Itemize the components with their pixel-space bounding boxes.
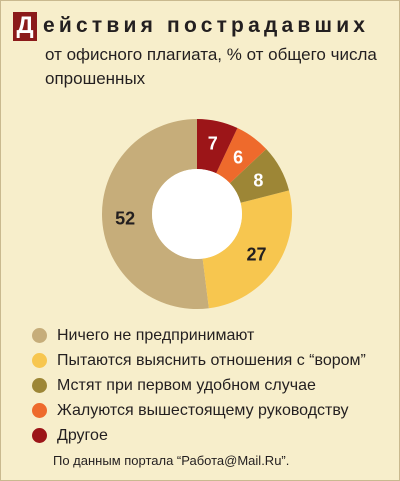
chart-subtitle: от офисного плагиата, % от общего числа … (45, 45, 377, 88)
legend-swatch-nothing (32, 328, 47, 343)
legend-item-revenge: Мстят при первом удобном случае (32, 373, 397, 398)
slice-value-confront: 27 (247, 244, 267, 264)
legend-item-nothing: Ничего не предпринимают (32, 323, 397, 348)
source-note: По данным портала “Работа@Mail.Ru”. (53, 453, 290, 468)
legend-item-complain: Жалуются вышестоящему руководству (32, 398, 397, 423)
slice-value-other: 7 (208, 134, 218, 154)
donut-slice-complain (216, 128, 267, 184)
legend-swatch-revenge (32, 378, 47, 393)
legend-swatch-confront (32, 353, 47, 368)
donut-hole (152, 169, 242, 259)
legend-item-other: Другое (32, 423, 397, 448)
legend-item-confront: Пытаются выяснить отношения с “вором” (32, 348, 397, 373)
legend-label-nothing: Ничего не предпринимают (57, 326, 255, 344)
legend-swatch-complain (32, 403, 47, 418)
donut-slice-revenge (229, 148, 290, 203)
slice-value-nothing: 52 (115, 209, 135, 229)
donut-slice-nothing (102, 119, 209, 309)
donut-slice-confront (202, 190, 293, 309)
legend-label-complain: Жалуются вышестоящему руководству (57, 401, 349, 419)
donut-chart: 52 27 867 (102, 119, 293, 309)
legend-label-confront: Пытаются выяснить отношения с “вором” (57, 351, 366, 369)
legend: Ничего не предпринимают Пытаются выяснит… (32, 323, 397, 448)
legend-label-revenge: Мстят при первом удобном случае (57, 376, 316, 394)
title-text: ействия пострадавших (43, 14, 370, 37)
donut-slice-other (197, 119, 238, 174)
legend-label-other: Другое (57, 426, 108, 444)
slice-value-revenge: 8 (253, 170, 263, 190)
title-initial-letter: Д (13, 11, 37, 41)
slice-value-complain: 6 (233, 147, 243, 167)
chart-title: Д ействия пострадавших (13, 11, 369, 41)
legend-swatch-other (32, 428, 47, 443)
